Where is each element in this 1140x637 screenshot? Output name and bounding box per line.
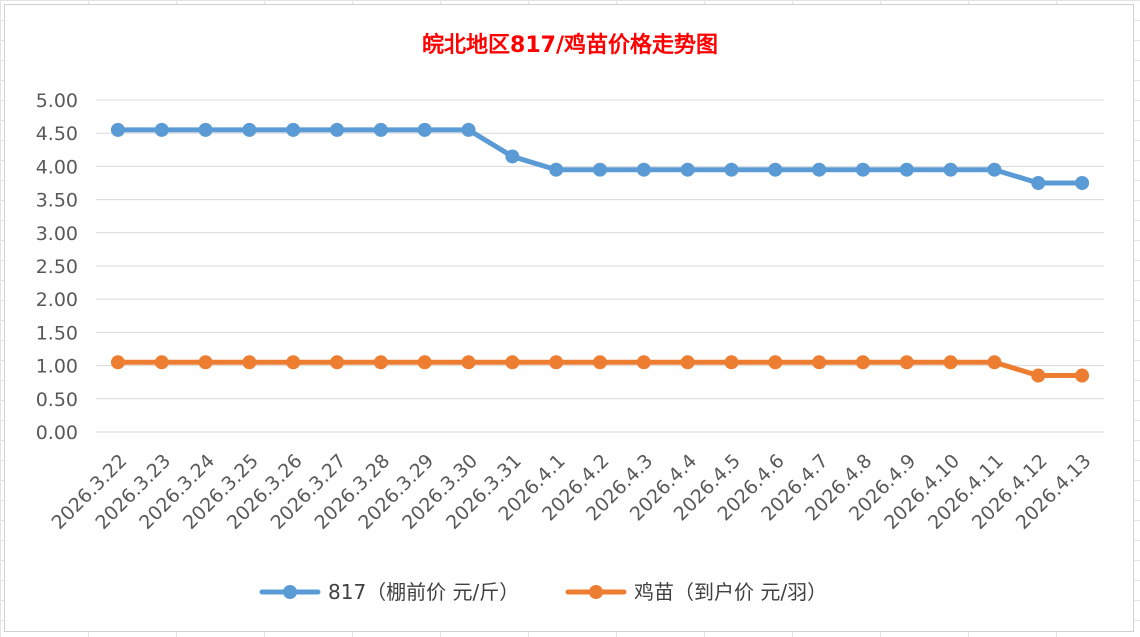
data-point (330, 122, 345, 137)
data-point (812, 162, 827, 177)
legend: 817（棚前价 元/斤） 鸡苗（到户价 元/羽） (259, 580, 827, 604)
data-point (242, 355, 257, 370)
y-tick-label: 4.50 (36, 123, 78, 145)
data-point (855, 355, 870, 370)
data-point (1031, 176, 1046, 190)
data-point (549, 355, 564, 370)
data-point (987, 162, 1002, 177)
y-tick-label: 4.00 (36, 156, 78, 178)
data-point (330, 355, 345, 370)
data-point (768, 162, 783, 177)
data-point (242, 122, 257, 137)
y-axis-ticks: 0.00 0.50 1.00 1.50 2.00 2.50 3.00 3.50 4.00 4.50… (36, 90, 78, 444)
y-tick-label: 3.00 (36, 223, 78, 245)
y-tick-label: 2.50 (36, 256, 78, 278)
data-point (154, 355, 169, 370)
data-point (461, 355, 476, 370)
data-point (461, 122, 476, 137)
data-point (812, 355, 827, 370)
data-point (505, 355, 520, 370)
data-point (943, 162, 958, 177)
series-group (110, 122, 1090, 383)
data-point (417, 122, 432, 137)
data-point (636, 355, 651, 370)
data-point (899, 355, 914, 370)
data-point (768, 355, 783, 370)
data-point (593, 162, 607, 177)
data-point (286, 122, 301, 137)
data-point (154, 122, 169, 137)
data-point (593, 355, 607, 370)
legend-label-0: 817（棚前价 元/斤） (328, 580, 519, 604)
y-tick-label: 5.00 (36, 90, 78, 112)
data-point (899, 162, 914, 177)
legend-marker-0 (283, 585, 297, 599)
data-point (636, 162, 651, 177)
y-tick-label: 0.00 (36, 422, 78, 444)
data-point (286, 355, 301, 370)
gridlines (96, 99, 1104, 433)
y-tick-label: 1.00 (36, 356, 78, 378)
legend-marker-1 (589, 585, 603, 599)
legend-label-1: 鸡苗（到户价 元/羽） (634, 580, 827, 604)
chart-title: 皖北地区817/鸡苗价格走势图 (422, 32, 718, 58)
data-point (373, 122, 388, 137)
data-point (680, 355, 695, 370)
data-point (680, 162, 695, 177)
x-axis-ticks: 2026.3.222026.3.232026.3.242026.3.252026… (48, 450, 1096, 534)
data-point (198, 355, 213, 370)
data-point (373, 355, 388, 370)
data-point (987, 355, 1002, 370)
data-point (724, 355, 739, 370)
data-point (505, 149, 520, 164)
data-point (110, 355, 125, 370)
data-point (943, 355, 958, 370)
y-tick-label: 3.50 (36, 190, 78, 212)
data-point (724, 162, 739, 177)
data-point (417, 355, 432, 370)
data-point (110, 122, 125, 137)
y-tick-label: 2.00 (36, 289, 78, 311)
data-point (1031, 368, 1046, 383)
data-point (855, 162, 870, 177)
data-point (1075, 368, 1090, 383)
data-point (1075, 176, 1090, 190)
chart-area[interactable] (4, 4, 1134, 632)
y-tick-label: 0.50 (36, 389, 78, 411)
data-point (198, 122, 213, 137)
y-tick-label: 1.50 (36, 322, 78, 344)
data-point (549, 162, 564, 177)
